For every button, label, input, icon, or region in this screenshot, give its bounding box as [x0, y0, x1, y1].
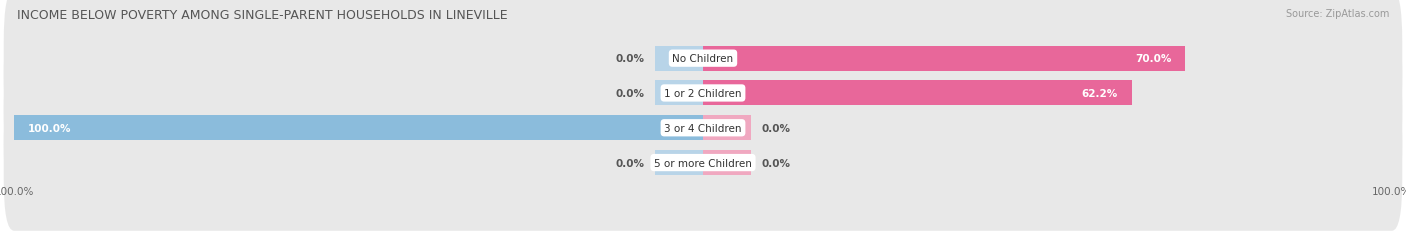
Bar	[655, 150, 703, 175]
FancyBboxPatch shape	[4, 95, 1402, 231]
Text: No Children: No Children	[672, 54, 734, 64]
Text: 70.0%: 70.0%	[1135, 54, 1171, 64]
Text: 0.0%: 0.0%	[616, 54, 644, 64]
Text: INCOME BELOW POVERTY AMONG SINGLE-PARENT HOUSEHOLDS IN LINEVILLE: INCOME BELOW POVERTY AMONG SINGLE-PARENT…	[17, 9, 508, 22]
FancyBboxPatch shape	[4, 0, 1402, 127]
Text: 1 or 2 Children: 1 or 2 Children	[664, 88, 742, 99]
Text: 0.0%: 0.0%	[762, 123, 790, 133]
Bar	[703, 116, 751, 141]
Text: 62.2%: 62.2%	[1081, 88, 1118, 99]
FancyBboxPatch shape	[4, 26, 1402, 161]
Bar	[703, 81, 1132, 106]
FancyBboxPatch shape	[4, 60, 1402, 196]
Text: 0.0%: 0.0%	[762, 158, 790, 168]
Bar	[703, 46, 1185, 71]
Bar	[655, 81, 703, 106]
Text: 0.0%: 0.0%	[616, 88, 644, 99]
Bar	[14, 116, 703, 141]
Text: 100.0%: 100.0%	[28, 123, 72, 133]
Bar	[655, 46, 703, 71]
Text: Source: ZipAtlas.com: Source: ZipAtlas.com	[1285, 9, 1389, 19]
Text: 5 or more Children: 5 or more Children	[654, 158, 752, 168]
Bar	[703, 150, 751, 175]
Text: 0.0%: 0.0%	[616, 158, 644, 168]
Text: 3 or 4 Children: 3 or 4 Children	[664, 123, 742, 133]
